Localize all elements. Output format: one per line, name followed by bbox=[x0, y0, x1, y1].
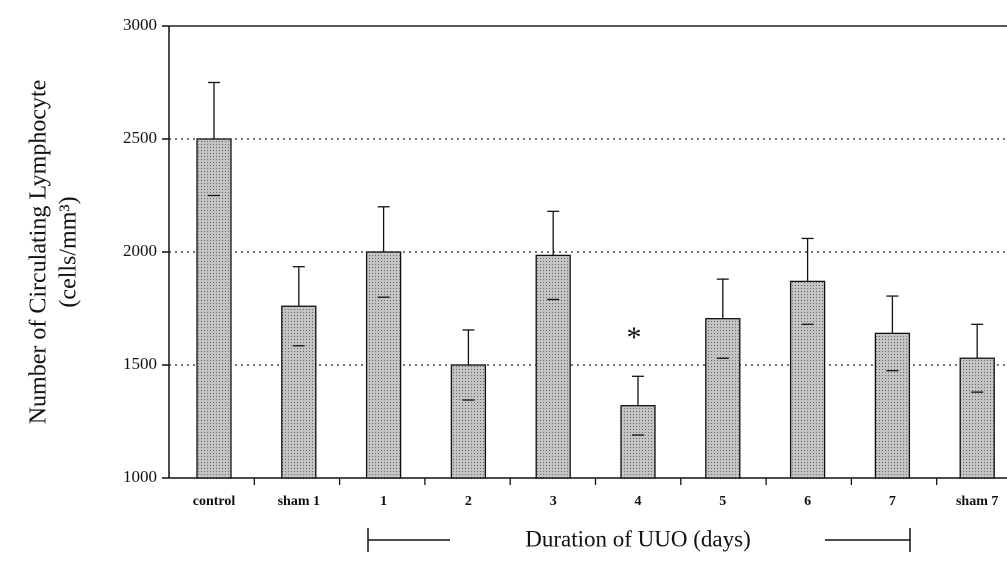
x-tick-label: 5 bbox=[719, 494, 726, 509]
y-tick-label: 3000 bbox=[123, 15, 157, 34]
x-tick-label: sham 1 bbox=[278, 494, 320, 509]
y-axis-title: Number of Circulating Lymphocyte (cells/… bbox=[26, 80, 82, 425]
x-tick-label: 7 bbox=[889, 494, 896, 509]
x-group-bracket bbox=[367, 528, 911, 552]
bar bbox=[535, 254, 571, 479]
x-tick-label: sham 7 bbox=[956, 494, 998, 509]
x-tick-label: 2 bbox=[465, 494, 472, 509]
bar bbox=[281, 305, 317, 479]
bar bbox=[365, 251, 402, 479]
y-tick-label: 1000 bbox=[123, 467, 157, 486]
y-tick-label: 2000 bbox=[123, 241, 157, 260]
bar bbox=[789, 280, 826, 479]
x-tick-label: 3 bbox=[550, 494, 557, 509]
bar bbox=[874, 332, 911, 479]
x-tick-label: 6 bbox=[804, 494, 811, 509]
y-tick-label: 2500 bbox=[123, 128, 157, 147]
annotation: * bbox=[627, 321, 642, 354]
bar bbox=[450, 364, 487, 479]
bar bbox=[196, 138, 232, 479]
bar bbox=[959, 357, 995, 479]
bar bbox=[620, 405, 656, 479]
x-tick-label: control bbox=[193, 494, 236, 509]
x-tick-label: 1 bbox=[380, 494, 387, 509]
y-tick-label: 1500 bbox=[123, 354, 157, 373]
x-group-label: Duration of UUO (days) bbox=[525, 526, 750, 551]
y-axis-title-line: (cells/mm³) bbox=[56, 196, 82, 307]
x-tick-label: 4 bbox=[635, 494, 642, 509]
y-axis-title-line: Number of Circulating Lymphocyte bbox=[26, 80, 52, 425]
bar bbox=[705, 318, 741, 479]
